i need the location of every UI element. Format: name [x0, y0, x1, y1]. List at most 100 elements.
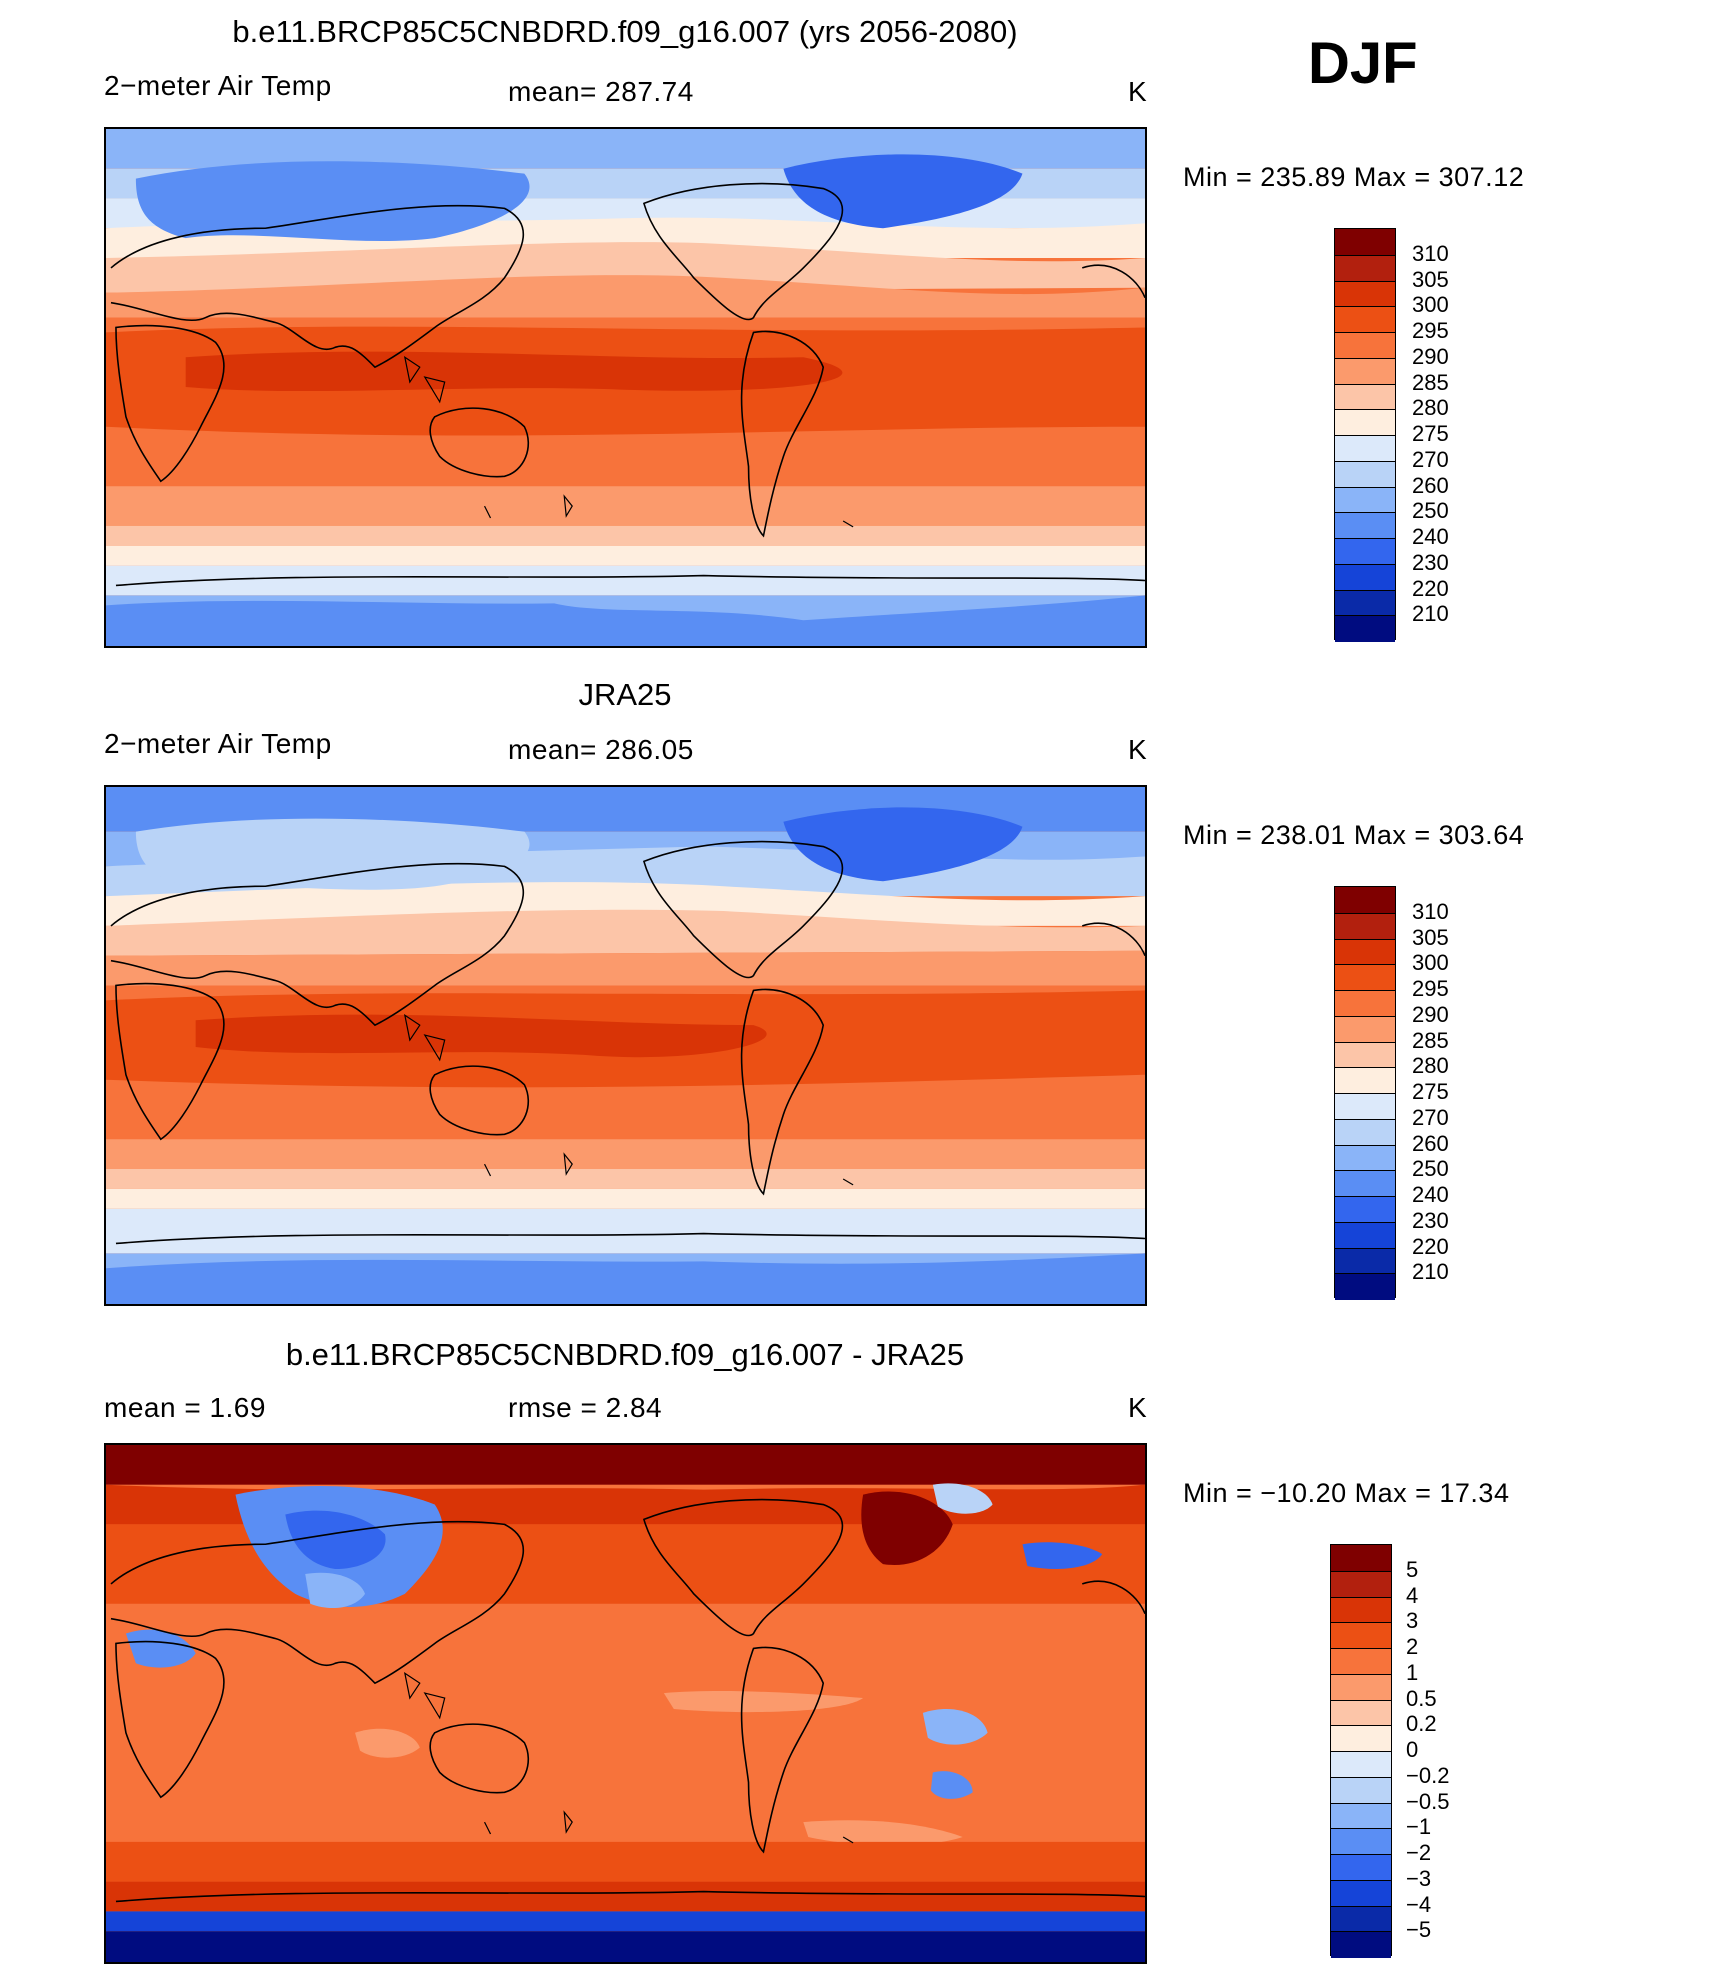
- panel-2-colorbar-box: [1334, 886, 1396, 1300]
- panel-1-colorbar-box: [1334, 228, 1396, 642]
- panel-1-colorbar: 310 305 300 295 290 285 280 275 270 260 250 240 230 2…: [1334, 228, 1494, 642]
- panel-2-colorbar-label: 250: [1412, 1156, 1449, 1182]
- panel-2-colorbar-swatch: [1335, 1144, 1395, 1171]
- panel-2-variable-label: 2−meter Air Temp: [104, 728, 332, 759]
- panel-1-colorbar-swatch: [1335, 357, 1395, 384]
- panel-1-colorbar-label: 230: [1412, 549, 1449, 575]
- panel-3-colorbar-label: 4: [1406, 1582, 1419, 1608]
- panel-1-colorbar-label: 280: [1412, 395, 1449, 421]
- panel-1-colorbar-swatch: [1335, 306, 1395, 333]
- panel-1-colorbar-label: 300: [1412, 292, 1449, 318]
- panel-2-colorbar-swatch: [1335, 1015, 1395, 1042]
- panel-1-colorbar-label: 295: [1412, 318, 1449, 343]
- panel-1-colorbar-swatch: [1335, 589, 1395, 616]
- panel-3-colorbar-swatch: [1331, 1879, 1391, 1906]
- panel-1-title: b.e11.BRCP85C5CNBDRD.f09_g16.007 (yrs 20…: [232, 14, 1018, 49]
- panel-3-colorbar-label: 0.5: [1406, 1685, 1437, 1711]
- panel-3-colorbar-swatch: [1331, 1931, 1391, 1958]
- panel-3-map: [104, 1443, 1147, 1964]
- panel-1-colorbar-swatch: [1335, 615, 1395, 642]
- panel-2-colorbar-swatch: [1335, 912, 1395, 939]
- panel-2-colorbar-swatch: [1335, 1093, 1395, 1120]
- panel-1-mean-label: mean= 287.74: [508, 76, 694, 107]
- panel-3-colorbar-swatch: [1331, 1699, 1391, 1726]
- panel-2-colorbar-swatch: [1335, 1196, 1395, 1223]
- panel-1-colorbar-swatch: [1335, 460, 1395, 487]
- panel-3-map-svg: [106, 1445, 1145, 1962]
- panel-1-minmax: Min = 235.89 Max = 307.12: [1183, 162, 1525, 192]
- panel-2-minmax: Min = 238.01 Max = 303.64: [1183, 820, 1525, 850]
- panel-3-colorbar-label: 1: [1406, 1659, 1419, 1685]
- panel-3-title: b.e11.BRCP85C5CNBDRD.f09_g16.007 - JRA25: [285, 1337, 965, 1372]
- panel-3-colorbar-label: 0.2: [1406, 1711, 1437, 1737]
- panel-2-colorbar-label: 220: [1412, 1233, 1449, 1259]
- panel-2-colorbar-swatch: [1335, 1273, 1395, 1300]
- panel-1-colorbar-label: 305: [1412, 266, 1449, 292]
- panel-2-colorbar-label: 210: [1412, 1259, 1449, 1285]
- panel-1-unit-label: K: [1128, 76, 1148, 107]
- panel-1-colorbar-swatch: [1335, 254, 1395, 281]
- panel-1-colorbar-label: 220: [1412, 575, 1449, 601]
- panel-1-colorbar-swatch: [1335, 538, 1395, 565]
- panel-1-variable-label: 2−meter Air Temp: [104, 70, 332, 101]
- panel-1-colorbar-swatch: [1335, 280, 1395, 307]
- panel-2-colorbar-label: 300: [1412, 950, 1449, 976]
- panel-3-colorbar-swatch: [1331, 1828, 1391, 1855]
- panel-1-colorbar-label: 310: [1412, 240, 1449, 266]
- panel-3-colorbar-label: 5: [1406, 1556, 1419, 1582]
- panel-1-colorbar-swatch: [1335, 229, 1395, 256]
- panel-1-colorbar-label: 240: [1412, 524, 1449, 549]
- panel-3-colorbar-label: −4: [1406, 1891, 1432, 1917]
- panel-3-minmax: Min = −10.20 Max = 17.34: [1183, 1478, 1510, 1508]
- panel-1-colorbar-label: 270: [1412, 446, 1449, 472]
- panel-2-colorbar-label: 270: [1412, 1104, 1449, 1130]
- panel-1-colorbar-swatch: [1335, 332, 1395, 359]
- panel-3-colorbar-label: 2: [1406, 1634, 1419, 1659]
- panel-3-colorbar-label: −0.2: [1406, 1762, 1450, 1788]
- panel-2-colorbar-swatch: [1335, 887, 1395, 914]
- panel-2-colorbar-label: 295: [1412, 976, 1449, 1001]
- panel-3-colorbar-swatch: [1331, 1751, 1391, 1778]
- panel-2-title: JRA25: [578, 677, 672, 712]
- panel-3-colorbar-label: 3: [1406, 1608, 1419, 1634]
- panel-3-colorbar-label: −5: [1406, 1917, 1432, 1943]
- panel-2-colorbar: 310 305 300 295 290 285 280 275 270 260 250 240 230 2…: [1334, 886, 1494, 1300]
- panel-3-colorbar-swatch: [1331, 1545, 1391, 1572]
- panel-2-map-svg: [106, 787, 1145, 1304]
- panel-1-map-svg: [106, 129, 1145, 646]
- panel-3-unit-label: K: [1128, 1392, 1148, 1423]
- panel-2-unit-label: K: [1128, 734, 1148, 765]
- panel-3-colorbar-label: −2: [1406, 1840, 1432, 1865]
- panel-1-colorbar-swatch: [1335, 383, 1395, 410]
- panel-3-colorbar-swatch: [1331, 1570, 1391, 1597]
- panel-3-colorbar: 5 4 3 2 1 0.5 0.2 0 −0.2 −0.5 −1 −2 −3 −4 −5: [1330, 1544, 1490, 1958]
- panel-3-colorbar-swatch: [1331, 1776, 1391, 1803]
- panel-2-colorbar-swatch: [1335, 938, 1395, 965]
- panel-3-colorbar-swatch: [1331, 1725, 1391, 1752]
- panel-2-colorbar-swatch: [1335, 1041, 1395, 1068]
- panel-3-colorbar-label: 0: [1406, 1737, 1419, 1762]
- panel-2-colorbar-label: 305: [1412, 924, 1449, 950]
- panel-1-colorbar-label: 260: [1412, 472, 1449, 498]
- panel-3-colorbar-swatch: [1331, 1596, 1391, 1623]
- panel-2-colorbar-label: 290: [1412, 1001, 1449, 1027]
- panel-1-colorbar-label: 290: [1412, 343, 1449, 369]
- panel-3-colorbar-swatch: [1331, 1905, 1391, 1932]
- panel-2-colorbar-label: 280: [1412, 1053, 1449, 1079]
- panel-2-colorbar-swatch: [1335, 1118, 1395, 1145]
- panel-2-colorbar-swatch: [1335, 1170, 1395, 1197]
- panel-3-colorbar-box: [1330, 1544, 1392, 1958]
- panel-1-colorbar-swatch: [1335, 486, 1395, 513]
- panel-3-colorbar-swatch: [1331, 1648, 1391, 1675]
- panel-3-colorbar-swatch: [1331, 1854, 1391, 1881]
- panel-2-colorbar-label: 260: [1412, 1130, 1449, 1156]
- panel-3-colorbar-swatch: [1331, 1802, 1391, 1829]
- panel-2-colorbar-swatch: [1335, 1221, 1395, 1248]
- panel-1-colorbar-swatch: [1335, 435, 1395, 462]
- panel-3-mean-label: mean = 1.69: [104, 1392, 266, 1423]
- panel-2-colorbar-label: 240: [1412, 1182, 1449, 1207]
- season-label: DJF: [1308, 31, 1418, 96]
- panel-2-colorbar-label: 285: [1412, 1027, 1449, 1053]
- panel-3-colorbar-label: −0.5: [1406, 1788, 1450, 1814]
- panel-2-colorbar-swatch: [1335, 990, 1395, 1017]
